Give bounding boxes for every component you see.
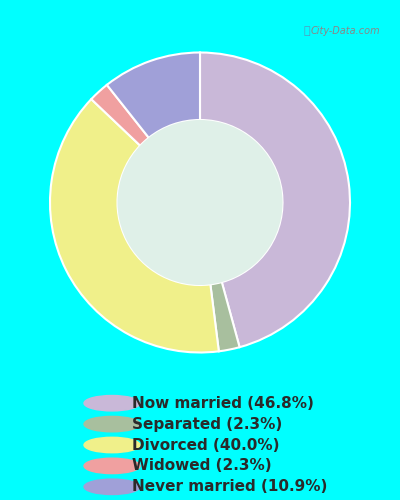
Circle shape [84, 396, 140, 411]
Text: Separated (2.3%): Separated (2.3%) [132, 416, 282, 432]
Circle shape [118, 120, 282, 285]
Circle shape [84, 438, 140, 452]
Wedge shape [50, 99, 219, 352]
Circle shape [84, 416, 140, 432]
Wedge shape [210, 282, 240, 352]
Text: Never married (10.9%): Never married (10.9%) [132, 480, 327, 494]
Text: Divorced (40.0%): Divorced (40.0%) [132, 438, 280, 452]
Wedge shape [107, 52, 200, 138]
Wedge shape [200, 52, 350, 347]
Text: ⓘ: ⓘ [304, 26, 311, 36]
Text: City-Data.com: City-Data.com [310, 26, 380, 36]
Text: Now married (46.8%): Now married (46.8%) [132, 396, 314, 410]
Wedge shape [91, 85, 149, 146]
Circle shape [84, 479, 140, 494]
Text: Widowed (2.3%): Widowed (2.3%) [132, 458, 272, 473]
Circle shape [84, 458, 140, 473]
